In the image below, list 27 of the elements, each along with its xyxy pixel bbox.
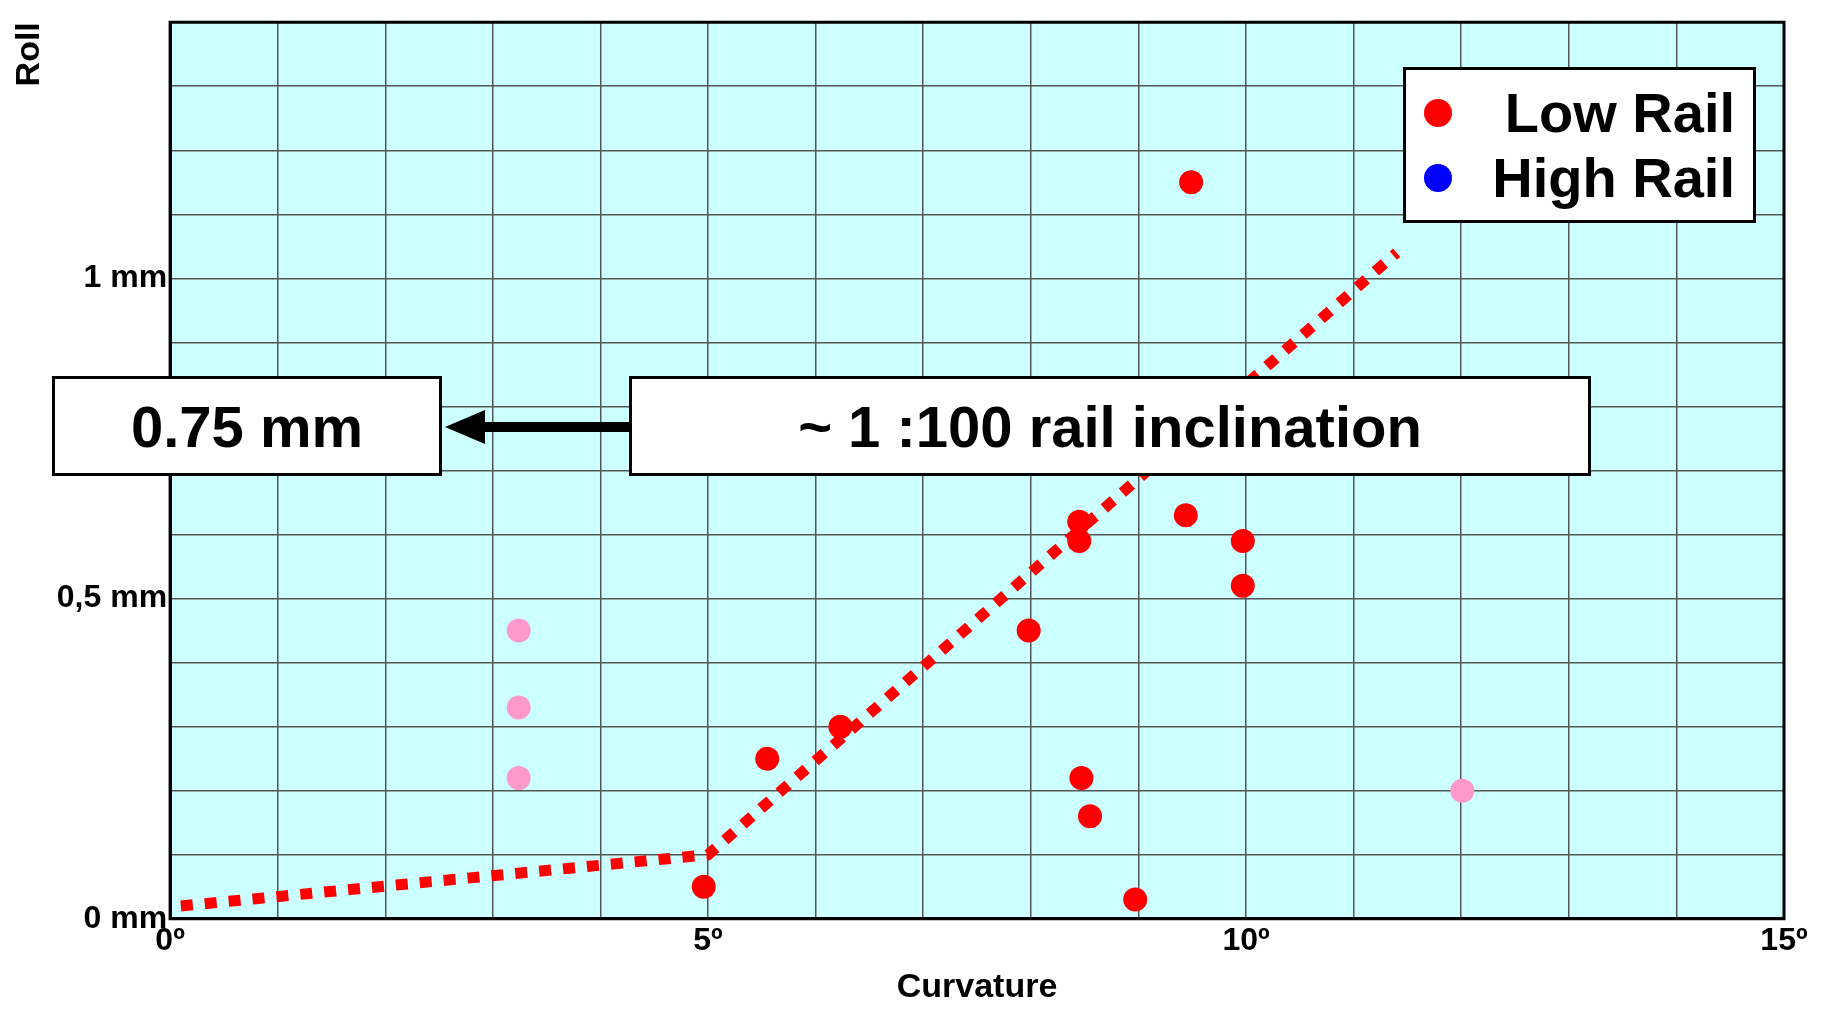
point [1179,170,1204,195]
point [1078,804,1103,829]
x-tick-label: 10º [1222,920,1270,957]
legend-label: High Rail [1492,145,1735,211]
point [1230,528,1255,553]
point [1123,887,1148,912]
annotation: ~ 1 :100 rail inclination [798,392,1422,460]
point [828,714,853,739]
point [1450,778,1475,803]
x-tick-label: 15º [1760,920,1808,957]
point [1173,503,1198,528]
point [1069,765,1094,790]
point [506,618,531,643]
point [506,695,531,720]
point [506,765,531,790]
point [691,874,716,899]
point [1230,573,1255,598]
y-tick-label: 0,5 mm [56,578,168,615]
legend-label: Low Rail [1504,80,1735,146]
y-axis-title: Roll [7,22,46,87]
point [1016,618,1041,643]
y-tick-label: 1 mm [83,258,168,295]
point [1067,528,1092,553]
point [755,746,780,771]
x-tick-label: 5º [693,920,724,957]
annotation: 0.75 mm [130,392,364,460]
x-axis-title: Curvature [896,965,1058,1004]
